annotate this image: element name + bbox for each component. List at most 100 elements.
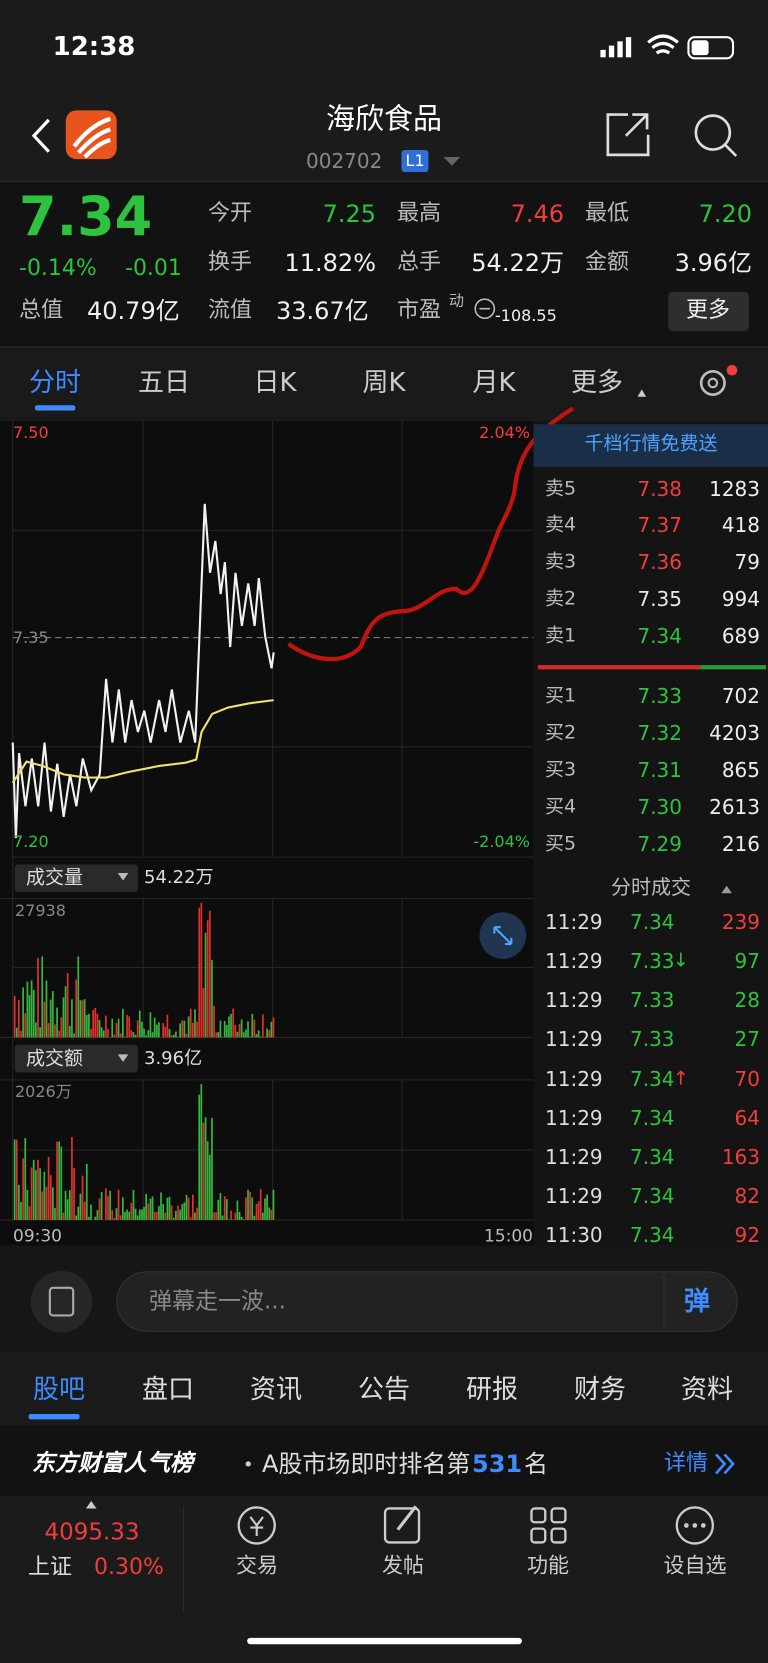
share-icon[interactable]	[606, 113, 650, 157]
volume-bar-decor	[124, 1212, 126, 1220]
bottom-tab[interactable]: 资讯	[249, 1375, 303, 1405]
volume-bar-decor	[223, 1196, 226, 1220]
banner[interactable]: 千档行情免费送	[584, 432, 718, 455]
volume-bar-decor	[39, 1168, 41, 1220]
notify-dot	[726, 364, 738, 376]
volume-bar-decor	[128, 1211, 131, 1220]
hand-drawn-curve	[287, 406, 574, 662]
book-price: 7.37	[637, 513, 682, 537]
volume-bar-decor	[96, 1210, 99, 1220]
bottom-tab[interactable]: 财务	[573, 1375, 627, 1405]
ask-bar	[537, 665, 701, 670]
volume-bar-decor	[24, 1138, 27, 1220]
volume-bar-decor	[177, 1205, 179, 1220]
trade-price: 7.34	[630, 1066, 675, 1091]
volume-bar-decor	[83, 999, 86, 1038]
function-icon[interactable]	[530, 1507, 567, 1544]
book-volume: 4203	[709, 721, 760, 745]
trade-volume: 97	[734, 949, 760, 974]
volume-label[interactable]: 成交量	[26, 866, 84, 889]
volume-bar-decor	[126, 1014, 128, 1038]
trade-arrow: ↑	[673, 1067, 689, 1090]
volume-bar-decor	[160, 1192, 162, 1220]
ranking-brand: 东方财富人气榜	[32, 1450, 193, 1477]
tab[interactable]: 分时	[28, 368, 82, 398]
settings-icon[interactable]	[699, 369, 726, 396]
volume-bar-decor	[130, 1030, 133, 1038]
bottom-tab[interactable]: 公告	[357, 1375, 411, 1405]
bottom-tab[interactable]: 股吧	[32, 1375, 86, 1405]
tab[interactable]: 五日	[137, 368, 191, 398]
search-icon[interactable]	[694, 114, 732, 151]
time-start: 09:30	[13, 1226, 62, 1247]
bottom-tab[interactable]: 资料	[680, 1375, 734, 1405]
tab[interactable]: 日K	[253, 368, 297, 398]
volume-bar-decor	[268, 1030, 271, 1038]
book-price: 7.33	[637, 684, 682, 708]
volume-bar-decor	[134, 1034, 137, 1038]
trade-icon[interactable]	[237, 1506, 276, 1545]
comment-icon-bg[interactable]	[30, 1270, 93, 1333]
field-label: 总手	[397, 250, 442, 275]
volume-bar-decor	[200, 1084, 203, 1220]
nav-item[interactable]: 功能	[527, 1553, 569, 1578]
volume-bar-decor	[138, 1010, 141, 1038]
nav-item[interactable]: 设自选	[663, 1553, 727, 1578]
nav-item[interactable]: 发帖	[382, 1553, 424, 1578]
level-badge: L1	[401, 150, 429, 172]
tab[interactable]: 月K	[472, 368, 516, 398]
comment-placeholder[interactable]: 弹幕走一波...	[149, 1288, 286, 1315]
pe-info-icon[interactable]	[474, 298, 496, 320]
book-label: 买1	[545, 684, 577, 707]
more-button[interactable]: 更多	[685, 298, 731, 323]
more-button-bg[interactable]	[668, 291, 749, 331]
expand-icon	[493, 926, 513, 946]
book-price: 7.35	[637, 587, 682, 611]
volume-bar-decor	[117, 1018, 120, 1038]
volume-bar-decor	[221, 1036, 224, 1038]
volume-bar-decor	[155, 1211, 158, 1220]
ranking-link[interactable]: 详情	[663, 1451, 708, 1476]
book-volume: 79	[734, 550, 760, 574]
tab[interactable]: 周K	[362, 368, 406, 398]
change-pct: -0.14%	[19, 256, 97, 281]
volume-bar-decor	[183, 1202, 186, 1220]
watch-icon[interactable]	[675, 1506, 715, 1545]
volume-bar-decor	[162, 1023, 164, 1038]
volume-bar-decor	[179, 1209, 181, 1220]
volume-bar-decor	[141, 1021, 143, 1038]
volume-bar-decor	[136, 1020, 139, 1038]
volume-bar-decor	[64, 986, 67, 1038]
post-icon[interactable]	[383, 1507, 421, 1544]
nav-item[interactable]: 交易	[236, 1553, 278, 1578]
volume-bar-decor	[204, 1117, 207, 1220]
amount-label[interactable]: 成交额	[26, 1047, 84, 1070]
volume-bar-decor	[200, 902, 203, 1038]
volume-bar-decor	[68, 1025, 71, 1038]
comment-input[interactable]	[116, 1271, 738, 1332]
trade-price: 7.34	[630, 1105, 675, 1130]
volume-bar-decor	[79, 1193, 82, 1220]
back-icon[interactable]	[31, 118, 50, 153]
volume-bar-decor	[211, 959, 213, 1038]
tab-underline	[35, 405, 76, 411]
volume-bar-decor	[238, 1024, 241, 1038]
banner-bg[interactable]	[533, 424, 768, 467]
volume-bar-decor	[41, 1191, 44, 1220]
trade-time: 11:29	[545, 910, 603, 934]
trade-volume: 239	[721, 910, 760, 934]
volume-bar-decor	[257, 1201, 260, 1220]
volume-bar-decor	[242, 1032, 245, 1038]
volume-bar-decor	[228, 1016, 230, 1038]
book-label: 卖5	[545, 477, 577, 500]
bottom-tab[interactable]: 盘口	[141, 1375, 195, 1405]
volume-bar-decor	[266, 1028, 268, 1038]
trade-volume: 28	[734, 988, 760, 1013]
volume-bar-decor	[13, 1139, 16, 1220]
tab[interactable]: 更多	[570, 368, 624, 398]
volume-bar-decor	[15, 1139, 18, 1220]
index-name: 上证	[28, 1555, 73, 1580]
volume-bar-decor	[266, 1194, 268, 1220]
bottom-tab[interactable]: 研报	[465, 1375, 519, 1405]
danmaku-button[interactable]: 弹	[683, 1287, 711, 1317]
